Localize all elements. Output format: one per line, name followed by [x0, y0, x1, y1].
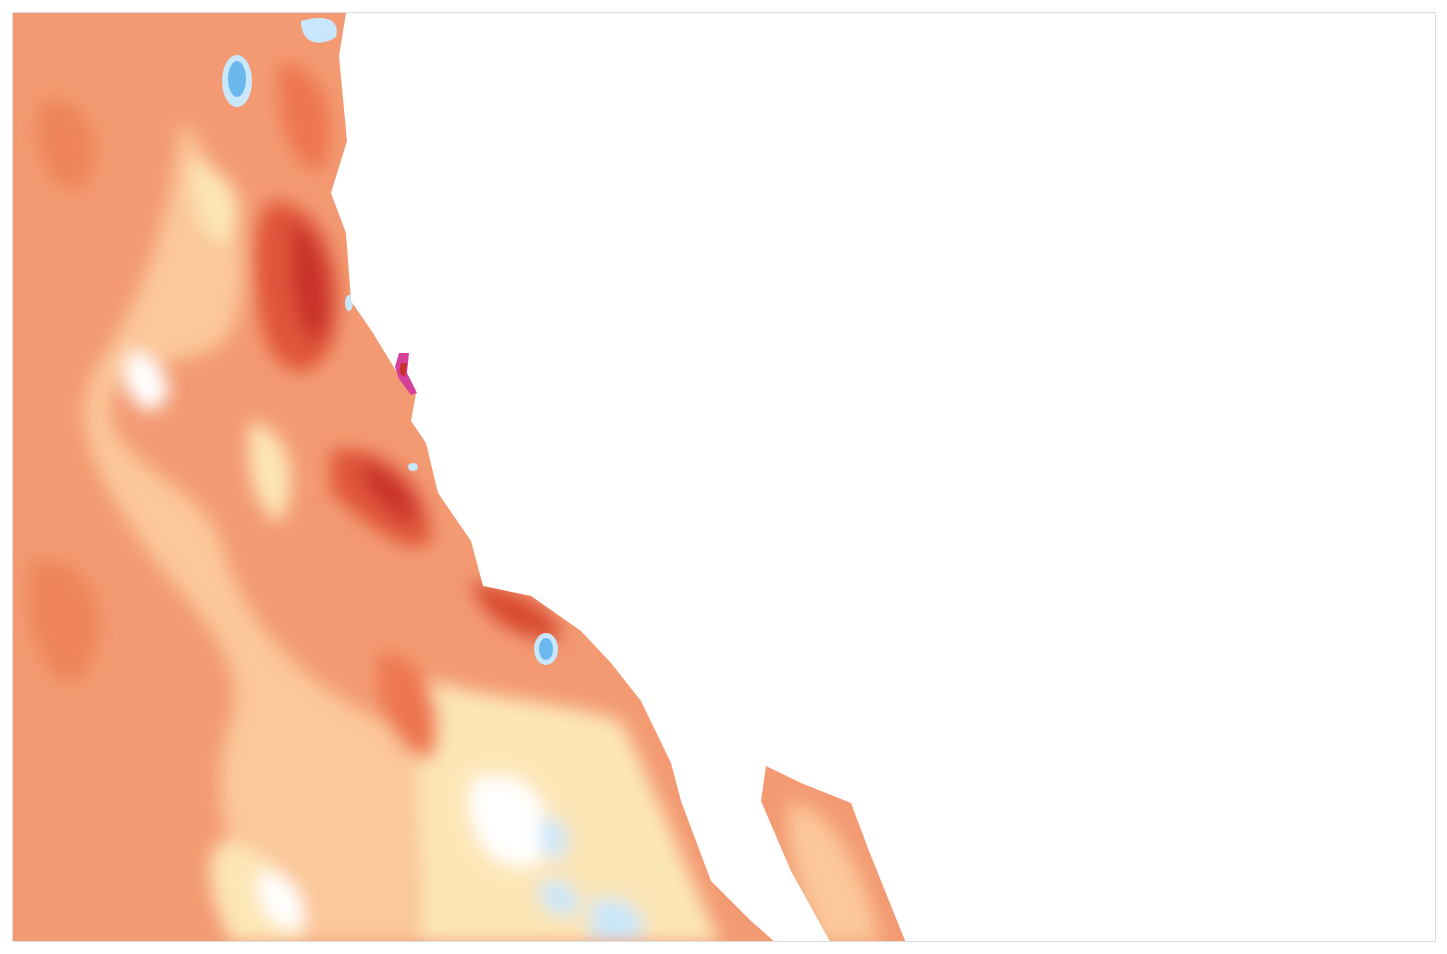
map-canvas[interactable]: [12, 12, 1436, 942]
mild-warm-band: [84, 121, 561, 941]
extreme-warm-spot: [395, 353, 417, 395]
warm-patch-top: [278, 61, 331, 171]
slight-warm-patch-mid: [248, 421, 291, 521]
warm-patch-west: [37, 99, 96, 191]
slight-cool-patch-a: [539, 818, 568, 861]
strong-warm-core-mid: [361, 461, 417, 521]
extreme-warm-core: [399, 363, 407, 377]
strong-warm-core-north: [291, 221, 330, 342]
slight-warm-region-south: [417, 681, 721, 941]
warm-core-coast: [471, 581, 561, 641]
cool-patch-north: [228, 61, 246, 97]
neutral-patch-sw: [258, 871, 304, 931]
warm-patch-south: [378, 651, 439, 761]
land-anomaly-field: [13, 13, 906, 941]
cool-patch-top: [301, 18, 337, 43]
slight-warm-patch-north: [191, 161, 239, 243]
cool-speck-coast-2: [408, 463, 418, 471]
cool-patch-coast: [539, 638, 553, 660]
island-mild-warm: [788, 801, 881, 941]
slight-cool-patch-c: [591, 898, 643, 941]
warm-patch-southwest: [28, 560, 100, 682]
neutral-patch-west: [125, 351, 169, 411]
slight-cool-patch-b: [539, 880, 580, 916]
neutral-patch-south: [469, 775, 547, 867]
cool-speck-coast-1: [345, 295, 353, 311]
map-svg: [13, 13, 906, 941]
